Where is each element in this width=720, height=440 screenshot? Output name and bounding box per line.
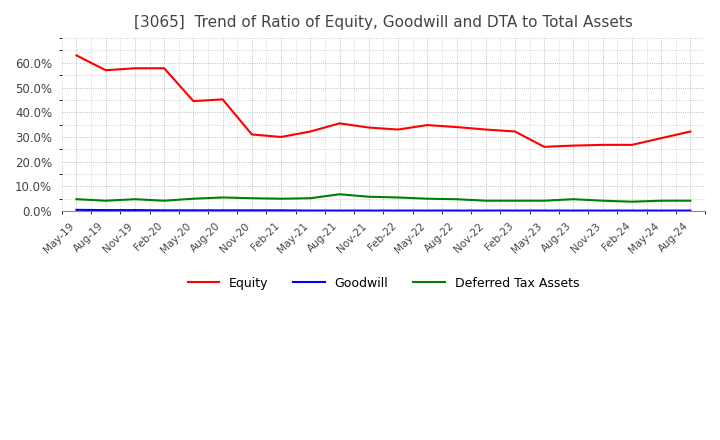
Deferred Tax Assets (510, 198, 519, 203)
Goodwill (102, 207, 110, 213)
Goodwill (276, 208, 285, 213)
Goodwill (686, 208, 695, 213)
Line: Deferred Tax Assets: Deferred Tax Assets (76, 194, 690, 202)
Goodwill (248, 208, 256, 213)
Deferred Tax Assets (686, 198, 695, 203)
Title: [3065]  Trend of Ratio of Equity, Goodwill and DTA to Total Assets: [3065] Trend of Ratio of Equity, Goodwil… (134, 15, 633, 30)
Equity (130, 66, 139, 71)
Equity (423, 122, 431, 128)
Equity (452, 125, 461, 130)
Goodwill (130, 207, 139, 213)
Equity (102, 68, 110, 73)
Deferred Tax Assets (598, 198, 607, 203)
Goodwill (160, 208, 168, 213)
Equity (598, 142, 607, 147)
Goodwill (510, 208, 519, 213)
Goodwill (218, 208, 227, 213)
Goodwill (189, 208, 198, 213)
Equity (189, 99, 198, 104)
Equity (306, 129, 315, 134)
Deferred Tax Assets (130, 197, 139, 202)
Equity (336, 121, 344, 126)
Equity (569, 143, 577, 148)
Deferred Tax Assets (248, 196, 256, 201)
Deferred Tax Assets (218, 195, 227, 200)
Deferred Tax Assets (160, 198, 168, 203)
Deferred Tax Assets (102, 198, 110, 203)
Deferred Tax Assets (306, 196, 315, 201)
Deferred Tax Assets (189, 196, 198, 202)
Equity (72, 53, 81, 58)
Legend: Equity, Goodwill, Deferred Tax Assets: Equity, Goodwill, Deferred Tax Assets (183, 272, 584, 295)
Equity (364, 125, 373, 130)
Deferred Tax Assets (569, 197, 577, 202)
Equity (482, 127, 490, 132)
Deferred Tax Assets (540, 198, 549, 203)
Equity (510, 129, 519, 134)
Goodwill (336, 208, 344, 213)
Goodwill (482, 208, 490, 213)
Deferred Tax Assets (423, 196, 431, 202)
Goodwill (569, 208, 577, 213)
Equity (540, 144, 549, 150)
Deferred Tax Assets (482, 198, 490, 203)
Equity (394, 127, 402, 132)
Equity (657, 136, 665, 141)
Goodwill (423, 208, 431, 213)
Goodwill (598, 208, 607, 213)
Equity (686, 129, 695, 134)
Equity (218, 97, 227, 102)
Deferred Tax Assets (276, 196, 285, 202)
Deferred Tax Assets (628, 199, 636, 204)
Equity (628, 142, 636, 147)
Goodwill (306, 208, 315, 213)
Goodwill (364, 208, 373, 213)
Equity (276, 134, 285, 139)
Deferred Tax Assets (394, 195, 402, 200)
Goodwill (540, 208, 549, 213)
Deferred Tax Assets (336, 192, 344, 197)
Goodwill (452, 208, 461, 213)
Line: Goodwill: Goodwill (76, 210, 690, 211)
Deferred Tax Assets (364, 194, 373, 199)
Equity (160, 66, 168, 71)
Deferred Tax Assets (657, 198, 665, 203)
Deferred Tax Assets (452, 197, 461, 202)
Goodwill (628, 208, 636, 213)
Equity (248, 132, 256, 137)
Line: Equity: Equity (76, 55, 690, 147)
Goodwill (394, 208, 402, 213)
Goodwill (72, 207, 81, 213)
Goodwill (657, 208, 665, 213)
Deferred Tax Assets (72, 197, 81, 202)
